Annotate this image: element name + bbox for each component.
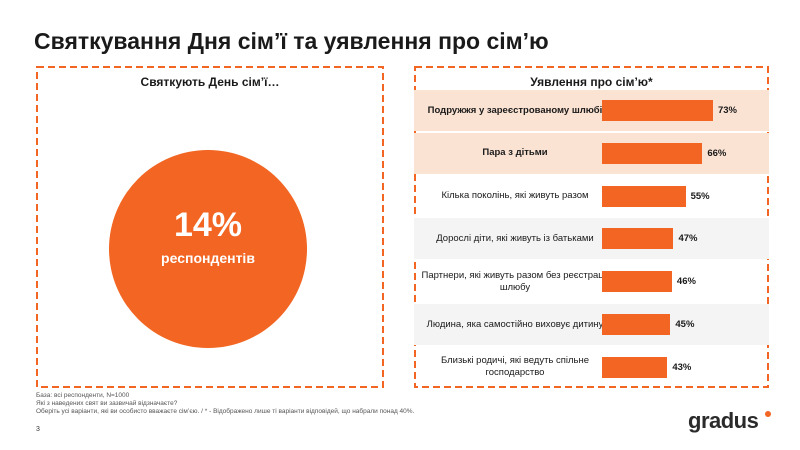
bar-label: Партнери, які живуть разом без реєстраці… bbox=[421, 269, 609, 293]
footnote-base: База: всі респонденти, N=1000 bbox=[36, 392, 130, 399]
bar-value-label: 43% bbox=[672, 361, 692, 373]
bar-chart: Подружжя у зареєстрованому шлюбі 73% Пара … bbox=[414, 90, 769, 384]
bar-row: Пара з дітьми 66% bbox=[414, 132, 769, 174]
bar-label: Подружжя у зареєстрованому шлюбі bbox=[427, 104, 603, 116]
bar-row: Близькі родичі, які ведуть спільне госпо… bbox=[414, 347, 769, 388]
logo-dot-icon bbox=[765, 411, 771, 417]
bar bbox=[602, 228, 674, 250]
bar bbox=[602, 142, 703, 164]
bar-row: Подружжя у зареєстрованому шлюбі 73% bbox=[414, 90, 769, 131]
gradus-logo: gradus bbox=[688, 408, 759, 433]
bar bbox=[602, 100, 713, 121]
bar-label: Пара з дітьми bbox=[482, 147, 548, 159]
bar-row: Партнери, які живуть разом без реєстраці… bbox=[414, 261, 769, 302]
stat-circle: 14% респондентів bbox=[109, 150, 307, 348]
bar bbox=[602, 314, 671, 335]
bar bbox=[602, 356, 668, 378]
bar-label: Близькі родичі, які ведуть спільне госпо… bbox=[440, 355, 590, 379]
stat-label: респондентів bbox=[161, 250, 255, 266]
bar-value-label: 66% bbox=[707, 147, 727, 159]
bar-value-label: 73% bbox=[717, 105, 737, 116]
bar-label: Дорослі діти, які живуть із батьками bbox=[436, 232, 594, 244]
left-panel: Святкують День сім’ї… 14% респондентів bbox=[36, 66, 384, 388]
dashed-border bbox=[36, 66, 384, 388]
right-panel-title: Уявлення про сім’ю* bbox=[530, 75, 653, 89]
footnotes: База: всі респонденти, N=1000 Які з наве… bbox=[36, 392, 414, 416]
page-number: 3 bbox=[36, 426, 40, 433]
bar-value-label: 45% bbox=[675, 319, 695, 330]
right-panel: Уявлення про сім’ю* Подружжя у зареєстро… bbox=[414, 66, 769, 388]
bar-row: Кілька поколінь, які живуть разом 55% bbox=[414, 176, 769, 217]
bar-value-label: 46% bbox=[676, 276, 696, 288]
footnote-question2: Оберіть усі варіанти, які ви особисто вв… bbox=[36, 408, 415, 415]
bar-row: Дорослі діти, які живуть із батьками 47% bbox=[414, 218, 769, 260]
bar-label: Людина, яка самостійно виховує дитину bbox=[426, 318, 604, 330]
page-title: Святкування Дня сім’ї та уявлення про сі… bbox=[34, 28, 549, 54]
bar-label: Кілька поколінь, які живуть разом bbox=[441, 190, 589, 202]
bar bbox=[602, 185, 686, 207]
bar-value-label: 55% bbox=[690, 190, 710, 202]
stat-value: 14% bbox=[173, 206, 243, 244]
bar-row: Людина, яка самостійно виховує дитину 45% bbox=[414, 304, 769, 345]
bar bbox=[602, 271, 672, 293]
bar-value-label: 47% bbox=[678, 233, 698, 245]
footnote-question1: Які з наведених свят ви зазвичай відзнач… bbox=[36, 400, 178, 407]
left-panel-title: Святкують День сім’ї… bbox=[140, 75, 280, 89]
